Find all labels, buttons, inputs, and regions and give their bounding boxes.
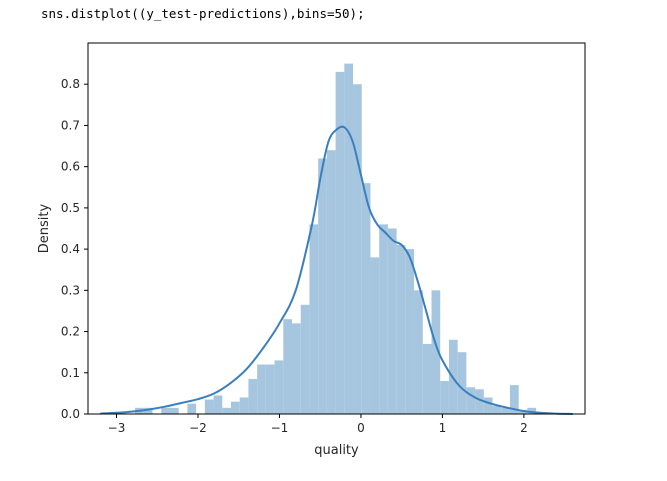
histogram-bar: [414, 290, 423, 414]
histogram-bar: [257, 364, 266, 414]
x-tick-label: −3: [108, 421, 126, 435]
histogram-bar: [274, 360, 284, 414]
histogram-bar: [300, 304, 310, 414]
histogram-bar: [501, 407, 510, 414]
histogram-bar: [466, 387, 476, 414]
x-axis-ticks: −3 −2 −1 0 1 2: [108, 414, 528, 435]
histogram-bar: [379, 224, 388, 414]
y-tick-label: 0.5: [61, 201, 80, 215]
y-tick-label: 0.0: [61, 407, 80, 421]
x-tick-label: −1: [271, 421, 289, 435]
histogram-bar: [143, 407, 153, 414]
histogram-bar: [422, 343, 432, 414]
histogram-bar: [326, 150, 336, 414]
histogram-bar: [309, 224, 319, 414]
histogram-bar: [292, 323, 301, 414]
histogram-bar: [335, 71, 345, 415]
histogram-bar: [396, 244, 406, 414]
histogram-bar: [344, 63, 354, 415]
histogram-bar: [431, 290, 441, 414]
histogram-bar: [204, 399, 214, 414]
y-tick-label: 0.6: [61, 160, 80, 174]
y-axis-label: Density: [37, 203, 52, 253]
histogram-bar: [187, 403, 197, 414]
histogram-bar: [509, 385, 519, 414]
histogram-bar: [370, 257, 380, 414]
histogram-bars: [135, 63, 537, 415]
y-tick-label: 0.1: [61, 366, 80, 380]
y-tick-label: 0.7: [61, 118, 80, 132]
histogram-bar: [230, 401, 240, 414]
histogram-bar: [283, 319, 293, 414]
kde-line: [100, 125, 573, 415]
histogram-bar: [527, 407, 537, 414]
histogram-bar: [248, 378, 258, 414]
histogram-bar: [457, 352, 467, 414]
histogram-bar: [405, 249, 415, 414]
histogram-bar: [169, 407, 179, 414]
histogram-bar: [161, 407, 170, 414]
x-tick-label: 1: [439, 421, 447, 435]
histogram-bar: [492, 405, 502, 414]
x-tick-label: 2: [520, 421, 528, 435]
x-axis-label: quality: [314, 443, 359, 458]
x-tick-label: 0: [357, 421, 365, 435]
y-tick-label: 0.3: [61, 283, 80, 297]
plot-frame: [87, 42, 586, 415]
y-tick-label: 0.8: [61, 77, 80, 91]
histogram-bar: [353, 84, 362, 414]
y-axis-ticks: 0.0 0.1 0.2 0.3 0.4 0.5 0.6 0.7 0.8: [61, 77, 88, 421]
histogram-bar: [361, 183, 371, 414]
histogram-bar: [318, 158, 327, 414]
code-cell-line: sns.distplot((y_test-predictions),bins=5…: [41, 6, 365, 21]
histogram-bar: [483, 397, 493, 414]
y-tick-label: 0.4: [61, 242, 80, 256]
histogram-bar: [239, 397, 249, 414]
y-tick-label: 0.2: [61, 325, 80, 339]
histogram-bar: [222, 407, 231, 414]
histogram-bar: [265, 364, 275, 414]
histogram-bar: [475, 389, 484, 414]
histogram-bar: [440, 381, 449, 414]
histogram-bar: [213, 395, 223, 414]
histogram-bar: [387, 228, 397, 414]
x-tick-label: −2: [189, 421, 207, 435]
